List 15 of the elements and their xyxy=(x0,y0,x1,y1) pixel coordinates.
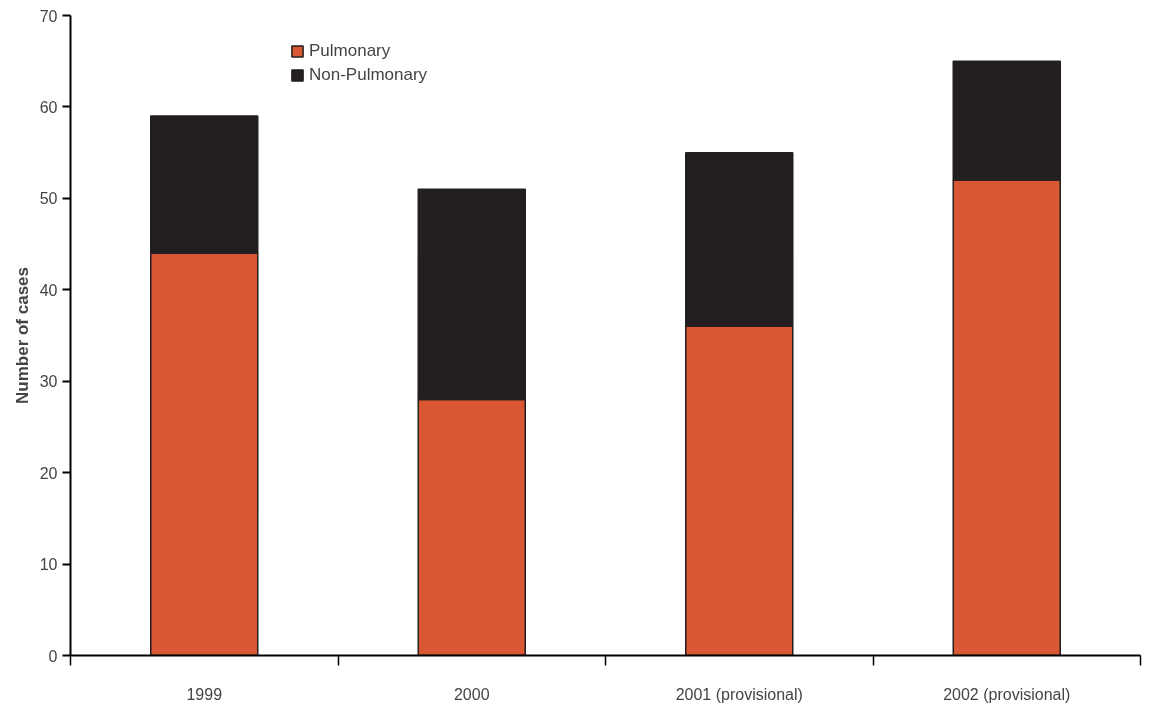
x-tick-label: 2002 (provisional) xyxy=(943,685,1071,703)
legend-label: Non-Pulmonary xyxy=(309,65,428,85)
y-tick-label: 50 xyxy=(39,190,58,208)
y-tick-label: 70 xyxy=(39,7,58,25)
y-tick-label: 30 xyxy=(39,373,58,391)
y-tick-label: 60 xyxy=(39,98,58,116)
y-tick-label: 40 xyxy=(39,281,58,299)
y-axis-title: Number of cases xyxy=(12,267,32,404)
x-tick-label: 2000 xyxy=(453,685,490,703)
y-tick-label: 20 xyxy=(39,464,58,482)
x-tick-label: 2001 (provisional) xyxy=(675,685,803,703)
y-tick-label: 0 xyxy=(48,647,58,665)
y-tick-label: 10 xyxy=(39,556,58,574)
legend-label: Pulmonary xyxy=(309,41,391,61)
x-tick-label: 1999 xyxy=(186,685,223,703)
